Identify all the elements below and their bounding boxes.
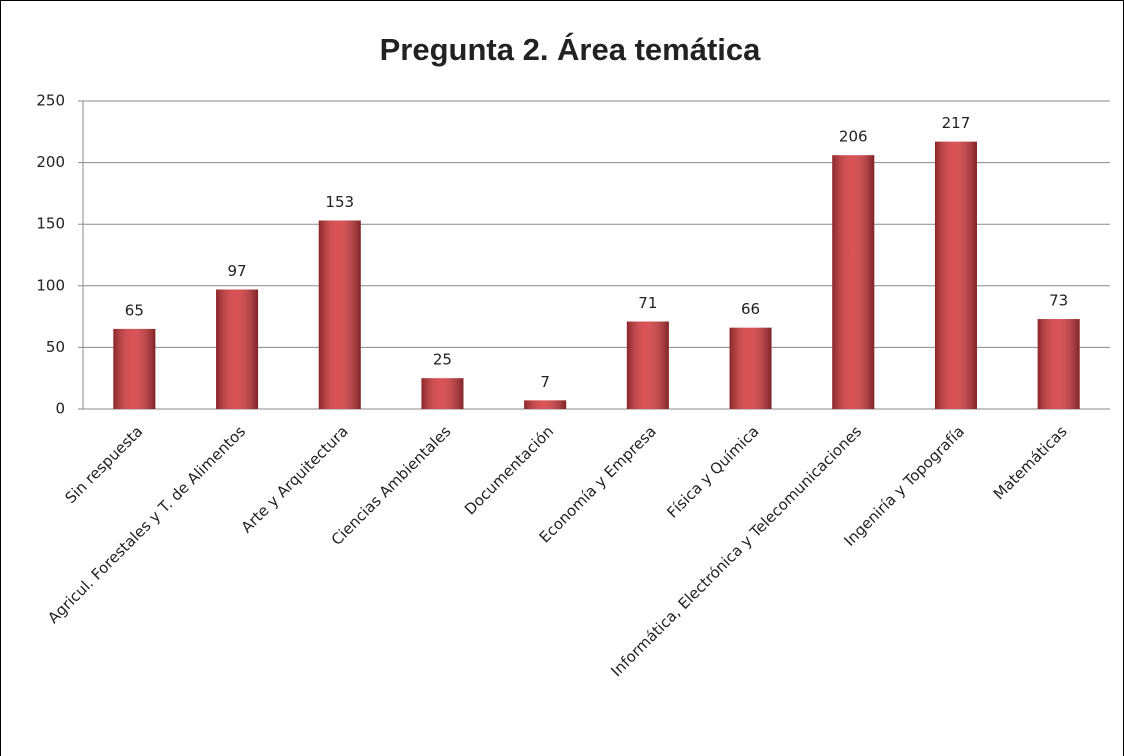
y-tick-label: 100: [36, 276, 65, 294]
bar-shade: [318, 220, 361, 409]
data-label: 73: [1049, 292, 1068, 310]
chart-title: Pregunta 2. Área temática: [380, 32, 762, 67]
data-label: 25: [433, 351, 452, 369]
bar-shade: [113, 328, 156, 409]
data-label: 71: [638, 294, 657, 312]
bar-shade: [524, 400, 567, 409]
bar-shade: [934, 141, 977, 409]
bar-shade: [832, 155, 875, 409]
bar-shade: [729, 327, 772, 409]
bar-shade: [421, 378, 464, 409]
data-label: 97: [228, 262, 247, 280]
bar-shade: [1037, 319, 1080, 409]
y-tick-label: 50: [46, 338, 65, 356]
y-tick-label: 250: [36, 92, 65, 110]
data-label: 217: [942, 114, 971, 132]
data-label: 7: [540, 373, 550, 391]
data-label: 66: [741, 300, 760, 318]
y-tick-label: 150: [36, 215, 65, 233]
bar-shade: [626, 321, 669, 409]
data-label: 65: [125, 301, 144, 319]
y-tick-label: 200: [36, 153, 65, 171]
bar-shade: [216, 289, 259, 409]
data-label: 153: [325, 193, 354, 211]
y-tick-label: 0: [55, 400, 65, 418]
data-label: 206: [839, 128, 868, 146]
